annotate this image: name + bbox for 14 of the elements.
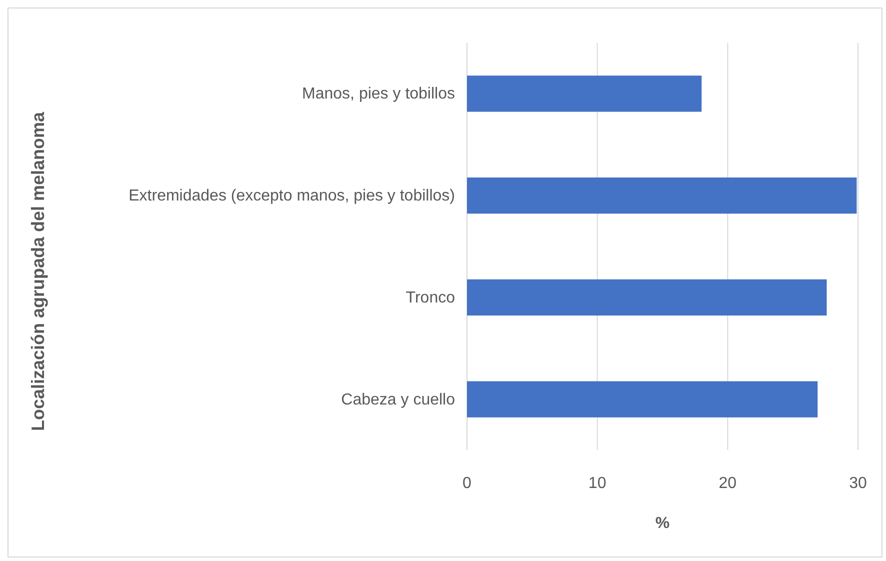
x-tick-label: 20 <box>718 475 737 492</box>
bar <box>467 76 702 112</box>
x-tick-label: 0 <box>462 475 472 492</box>
x-tick-label: 10 <box>588 475 606 492</box>
bar <box>467 381 818 418</box>
y-tick-label: Tronco <box>406 289 456 306</box>
y-tick-label: Manos, pies y tobillos <box>302 86 455 103</box>
x-tick-label: 30 <box>849 475 867 492</box>
y-tick-label: Extremidades (excepto manos, pies y tobillos) <box>128 188 455 205</box>
x-axis-title: % <box>655 515 670 532</box>
bar <box>467 177 857 214</box>
bar <box>467 279 827 316</box>
y-tick-label: Cabeza y cuello <box>341 391 456 408</box>
y-axis-title: Localización agrupada del melanoma <box>28 110 48 432</box>
